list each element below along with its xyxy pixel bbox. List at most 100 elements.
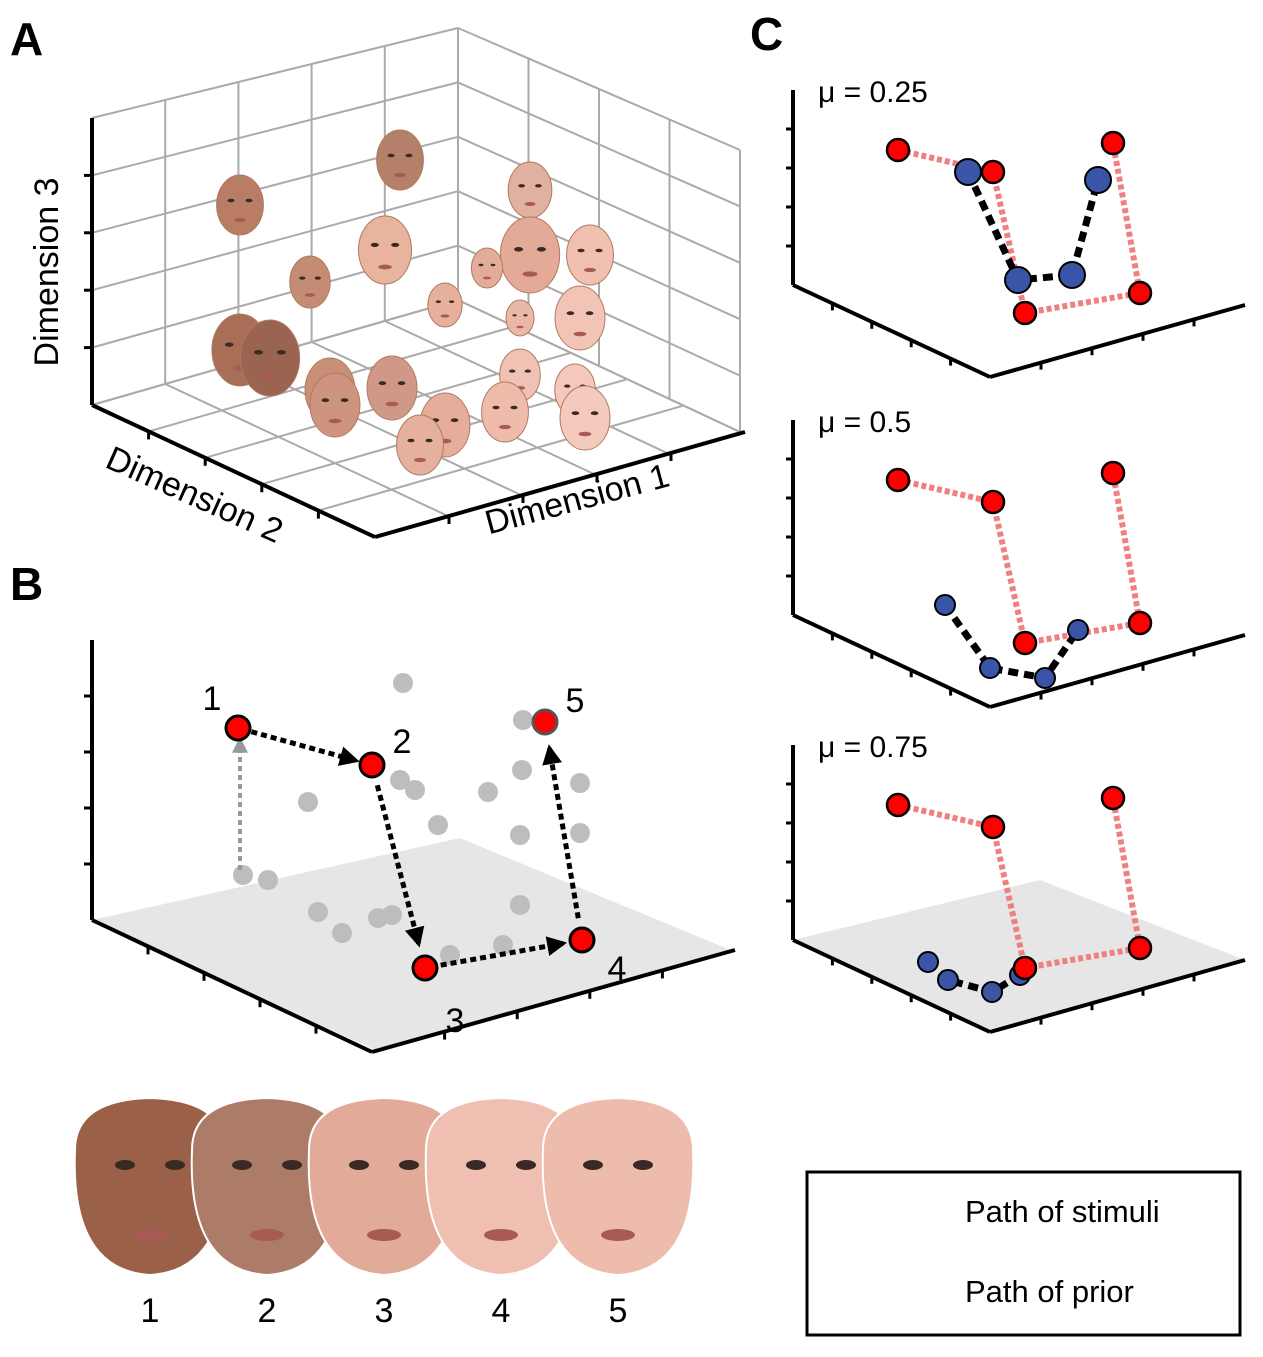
face-mouth — [414, 458, 426, 462]
legend-label: Path of stimuli — [965, 1194, 1160, 1229]
stimulus-point — [1014, 302, 1036, 324]
prior-point — [935, 595, 955, 615]
face-mouth — [484, 1229, 518, 1241]
floor — [92, 838, 735, 1050]
face-eye — [379, 381, 387, 385]
face-eye — [509, 370, 515, 373]
face — [217, 175, 264, 235]
panel-label: B — [10, 558, 43, 610]
page: A B C Dimension 3 Dimension 2 Dimension … — [0, 0, 1263, 1357]
gray-point — [570, 773, 590, 793]
face-eye — [516, 1160, 536, 1170]
gray-point — [510, 895, 530, 915]
face-eye — [165, 1160, 185, 1170]
face-eye — [299, 277, 305, 280]
face-eye — [525, 370, 531, 373]
face-eye — [282, 1160, 302, 1170]
prior-point — [1035, 668, 1055, 688]
face — [290, 256, 331, 308]
face-mouth — [234, 218, 246, 222]
face-eye — [564, 385, 570, 388]
drawing — [75, 28, 1245, 1311]
face-mouth — [483, 277, 491, 280]
face-label: 4 — [492, 1292, 511, 1330]
face — [506, 300, 534, 336]
gray-point — [512, 760, 532, 780]
face-eye — [391, 243, 399, 247]
face-eye — [491, 264, 496, 266]
gray-point — [308, 902, 328, 922]
face-eye — [322, 398, 330, 402]
gray-point — [570, 823, 590, 843]
face-eye — [232, 1160, 252, 1170]
face-mouth — [262, 374, 277, 379]
face-eye — [523, 314, 527, 316]
face-eye — [277, 350, 286, 355]
gray-point — [510, 825, 530, 845]
face-eye — [407, 439, 414, 443]
stimulus-point — [982, 161, 1004, 183]
face-eye — [398, 381, 406, 385]
stimulus-point — [226, 716, 250, 740]
face-label: 5 — [609, 1292, 628, 1330]
plot-title: μ = 0.75 — [818, 731, 928, 764]
face-mouth — [574, 332, 587, 336]
stimulus-path — [898, 473, 1140, 643]
face-mouth — [601, 1229, 635, 1241]
line — [92, 28, 458, 118]
prior-point — [1068, 620, 1088, 640]
face-mouth — [524, 202, 535, 206]
face — [482, 382, 529, 442]
prior-point — [982, 982, 1002, 1002]
legend-label: Path of prior — [965, 1274, 1134, 1309]
stimulus-point — [1102, 462, 1124, 484]
face-eye — [510, 406, 517, 410]
point-label: 3 — [446, 1002, 465, 1040]
prior-point — [938, 970, 958, 990]
gray-point — [393, 673, 413, 693]
face-eye — [225, 342, 234, 346]
panel-label: A — [10, 13, 43, 65]
face-eye — [315, 277, 321, 280]
face-eye — [567, 311, 575, 315]
face-eye — [371, 243, 379, 247]
prior-point — [955, 159, 981, 185]
stimulus-point — [1014, 957, 1036, 979]
face — [397, 415, 444, 475]
point-label: 2 — [393, 723, 412, 761]
face-eye — [115, 1160, 135, 1170]
face-eye — [586, 311, 594, 315]
face-mouth — [367, 1229, 401, 1241]
line — [793, 615, 990, 707]
prior-point — [918, 952, 938, 972]
face-mouth — [394, 173, 406, 177]
stimulus-point — [887, 794, 909, 816]
face-eye — [518, 184, 525, 187]
face-mouth — [516, 326, 523, 329]
axis-label: Dimension 1 — [481, 457, 673, 543]
face-eye — [512, 314, 516, 316]
axis-label: Dimension 3 — [28, 178, 66, 367]
face — [500, 217, 559, 293]
stimulus-point — [533, 710, 557, 734]
face — [377, 130, 424, 190]
face-eye — [535, 184, 542, 187]
face-eye — [349, 1160, 369, 1170]
face — [567, 225, 614, 285]
stimulus-point — [570, 928, 594, 952]
face-eye — [451, 418, 459, 422]
face — [471, 248, 502, 288]
face-eye — [591, 411, 599, 415]
axis-label: Dimension 2 — [100, 439, 288, 551]
face-eye — [492, 406, 499, 410]
face-eye — [425, 439, 432, 443]
face-eye — [436, 300, 441, 303]
point-label: 5 — [566, 682, 585, 720]
stimulus-point — [982, 491, 1004, 513]
point-label: 1 — [203, 680, 222, 718]
gray-point — [478, 782, 498, 802]
face-mouth — [579, 432, 592, 436]
face-eye — [514, 247, 523, 252]
gray-point — [405, 780, 425, 800]
face-mouth — [522, 271, 537, 276]
